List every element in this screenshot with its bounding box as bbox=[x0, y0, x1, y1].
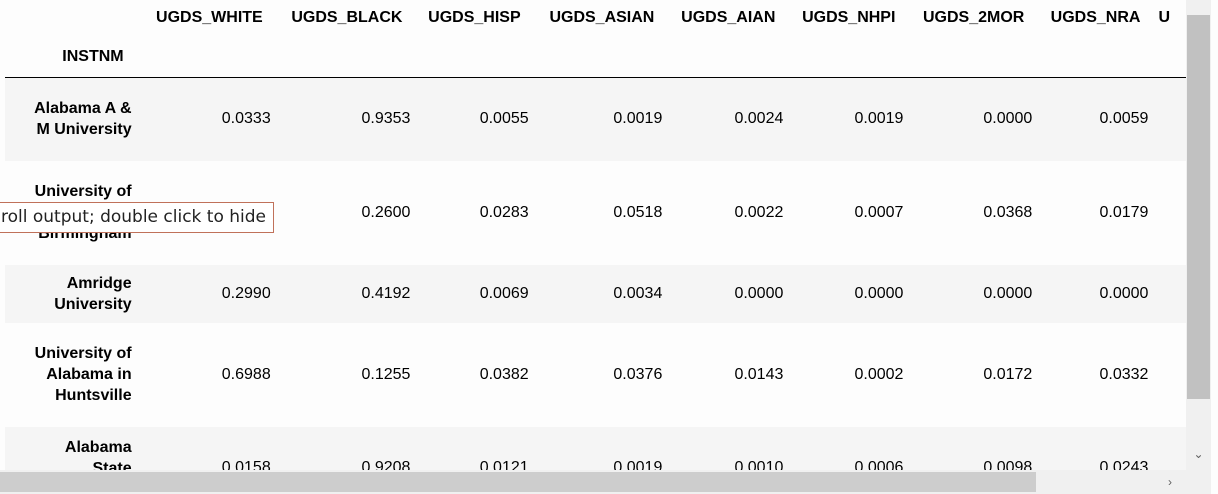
table-cell: 0.0022 bbox=[734, 203, 784, 221]
table-cell: 0.0000 bbox=[1099, 284, 1149, 302]
vertical-scrollbar[interactable]: ⌄ bbox=[1186, 0, 1211, 470]
horizontal-scrollbar[interactable]: › bbox=[0, 470, 1186, 494]
column-header: UGDS_2MOR bbox=[922, 9, 1025, 26]
table-cell: 0.6988 bbox=[221, 365, 271, 383]
table-cell: 0.9353 bbox=[361, 110, 411, 128]
column-header: UGDS_NRA bbox=[1050, 9, 1141, 26]
table-cell: 0.0069 bbox=[479, 284, 529, 302]
table-cell: 0.2990 bbox=[221, 284, 271, 302]
table-cell: 0.0000 bbox=[734, 284, 784, 302]
index-header-row: INSTNM bbox=[5, 36, 1186, 78]
column-header: UGDS_NHPI bbox=[802, 9, 896, 26]
table-cell: 0.0143 bbox=[734, 365, 784, 383]
dataframe-table: UGDS_WHITE UGDS_BLACK UGDS_HISP UGDS_ASI… bbox=[5, 0, 1186, 470]
scroll-right-arrow-icon[interactable]: › bbox=[1168, 475, 1172, 489]
table-cell: 0.0007 bbox=[854, 203, 904, 221]
table-cell: 0.0243 bbox=[1099, 459, 1149, 470]
table-cell: 0.0002 bbox=[854, 365, 904, 383]
column-header-row: UGDS_WHITE UGDS_BLACK UGDS_HISP UGDS_ASI… bbox=[5, 0, 1186, 36]
table-cell: 0.0000 bbox=[854, 284, 904, 302]
table-cell: 0.2600 bbox=[361, 203, 411, 221]
table-cell: 0.0376 bbox=[613, 365, 663, 383]
table-cell: 0.0006 bbox=[854, 459, 904, 470]
table-cell: 0.0158 bbox=[221, 459, 271, 470]
table-cell: 0.0034 bbox=[613, 284, 663, 302]
table-cell: 0.0000 bbox=[983, 110, 1033, 128]
row-label: Alabama A & M University bbox=[34, 100, 132, 139]
scroll-down-arrow-icon[interactable]: ⌄ bbox=[1193, 447, 1204, 461]
row-label: Amridge University bbox=[54, 274, 132, 313]
table-cell: 0.0024 bbox=[734, 110, 784, 128]
table-cell: 0.0382 bbox=[479, 365, 529, 383]
corner-cell bbox=[5, 0, 132, 36]
table-cell: 0.0000 bbox=[983, 284, 1033, 302]
column-header: UGDS_ASIAN bbox=[549, 9, 655, 26]
table-row: Alabama A & M University 0.0333 0.9353 0… bbox=[5, 77, 1186, 161]
table-cell: 0.0179 bbox=[1099, 203, 1149, 221]
index-name: INSTNM bbox=[62, 47, 124, 65]
table-cell: 0.0121 bbox=[479, 459, 529, 470]
table-row: Amridge University 0.2990 0.4192 0.0069 … bbox=[5, 264, 1186, 323]
table-cell: 0.4192 bbox=[361, 284, 411, 302]
table-cell: 0.0019 bbox=[613, 110, 663, 128]
output-area[interactable]: UGDS_WHITE UGDS_BLACK UGDS_HISP UGDS_ASI… bbox=[0, 0, 1186, 470]
table-cell: 0.0019 bbox=[613, 459, 663, 470]
table-row: University of Alabama in Huntsville 0.69… bbox=[5, 322, 1186, 427]
column-header: UGDS_BLACK bbox=[291, 9, 403, 26]
table-cell: 0.0283 bbox=[479, 203, 529, 221]
table-cell: 0.0098 bbox=[983, 459, 1033, 470]
table-cell: 0.0332 bbox=[1099, 365, 1149, 383]
table-cell: 0.0055 bbox=[479, 110, 529, 128]
table-cell: 0.0172 bbox=[983, 365, 1033, 383]
row-label: Alabama State University bbox=[64, 438, 132, 471]
table-cell: 0.0368 bbox=[983, 203, 1033, 221]
row-label: University of Alabama in Huntsville bbox=[34, 345, 132, 404]
window-edge bbox=[1211, 0, 1218, 494]
table-cell: 0.0333 bbox=[221, 110, 271, 128]
horizontal-scrollbar-thumb[interactable] bbox=[0, 472, 1036, 492]
table-cell: 0.0019 bbox=[854, 110, 904, 128]
column-header: UGDS_AIAN bbox=[681, 9, 776, 26]
vertical-scrollbar-thumb[interactable] bbox=[1187, 15, 1210, 399]
table-cell: 0.0518 bbox=[613, 203, 663, 221]
table-row: Alabama State University 0.0158 0.9208 0… bbox=[5, 426, 1186, 471]
column-header: UGDS_WHITE bbox=[156, 9, 263, 26]
column-header: UGDS_HISP bbox=[428, 9, 521, 26]
table-cell: 0.0010 bbox=[734, 459, 784, 470]
scroll-output-tooltip[interactable]: roll output; double click to hide bbox=[0, 202, 275, 233]
column-header: U bbox=[1158, 9, 1170, 26]
table-cell: 0.1255 bbox=[361, 365, 411, 383]
table-cell: 0.9208 bbox=[361, 459, 411, 470]
table-cell: 0.0059 bbox=[1099, 110, 1149, 128]
